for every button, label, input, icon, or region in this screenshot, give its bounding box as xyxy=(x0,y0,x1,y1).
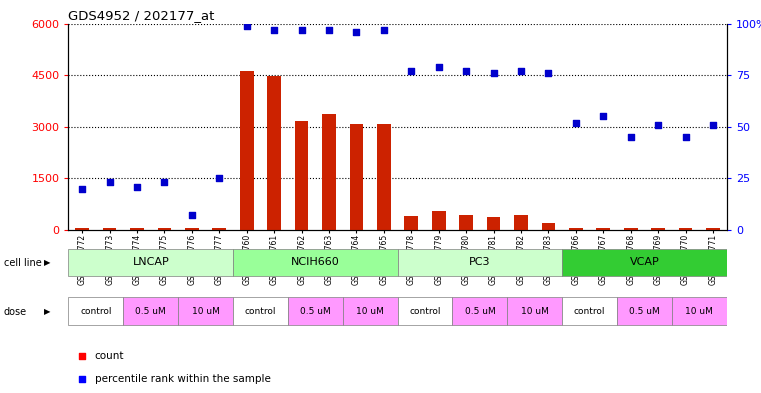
Bar xyxy=(123,298,178,325)
Point xyxy=(652,121,664,128)
Point xyxy=(75,353,88,359)
Point xyxy=(543,70,555,76)
Point xyxy=(75,376,88,382)
Bar xyxy=(349,124,363,230)
Bar xyxy=(178,298,233,325)
Text: ▶: ▶ xyxy=(44,307,51,316)
Bar xyxy=(617,298,672,325)
Point xyxy=(295,27,307,33)
Point xyxy=(515,68,527,74)
Bar xyxy=(453,298,508,325)
Text: PC3: PC3 xyxy=(469,257,491,267)
Point xyxy=(570,119,582,126)
Bar xyxy=(185,228,199,230)
Point xyxy=(186,212,198,219)
Point xyxy=(460,68,473,74)
Bar xyxy=(651,228,665,230)
Bar xyxy=(233,249,397,275)
Bar xyxy=(397,249,562,275)
Bar xyxy=(240,71,253,230)
Text: 10 uM: 10 uM xyxy=(686,307,713,316)
Bar xyxy=(562,298,617,325)
Point xyxy=(213,175,225,182)
Bar xyxy=(212,228,226,230)
Text: control: control xyxy=(80,307,112,316)
Bar xyxy=(75,228,89,230)
Bar xyxy=(267,76,281,230)
Bar xyxy=(295,121,308,230)
Text: percentile rank within the sample: percentile rank within the sample xyxy=(95,374,271,384)
Text: 0.5 uM: 0.5 uM xyxy=(629,307,660,316)
Point xyxy=(433,64,445,70)
Point xyxy=(76,185,88,192)
Point xyxy=(488,70,500,76)
Point xyxy=(597,113,610,119)
Bar xyxy=(397,298,453,325)
Point xyxy=(625,134,637,140)
Point xyxy=(240,22,253,29)
Bar xyxy=(597,228,610,230)
Point xyxy=(103,179,116,185)
Point xyxy=(377,27,390,33)
Text: 10 uM: 10 uM xyxy=(356,307,384,316)
Bar xyxy=(342,298,397,325)
Bar xyxy=(624,228,638,230)
Bar xyxy=(432,211,446,230)
Text: control: control xyxy=(245,307,276,316)
Bar xyxy=(562,249,727,275)
Bar xyxy=(542,223,556,230)
Text: VCAP: VCAP xyxy=(629,257,659,267)
Text: 10 uM: 10 uM xyxy=(192,307,220,316)
Text: 10 uM: 10 uM xyxy=(521,307,549,316)
Point xyxy=(323,27,335,33)
Text: NCIH660: NCIH660 xyxy=(291,257,339,267)
Bar xyxy=(487,217,501,230)
Point xyxy=(680,134,692,140)
Bar xyxy=(514,215,528,230)
Bar xyxy=(460,215,473,230)
Text: 0.5 uM: 0.5 uM xyxy=(135,307,166,316)
Bar xyxy=(288,298,342,325)
Text: control: control xyxy=(574,307,605,316)
Text: ▶: ▶ xyxy=(44,258,51,267)
Text: control: control xyxy=(409,307,441,316)
Bar xyxy=(130,228,144,230)
Bar xyxy=(68,249,233,275)
Text: LNCAP: LNCAP xyxy=(132,257,169,267)
Bar xyxy=(377,124,390,230)
Bar xyxy=(569,228,583,230)
Text: 0.5 uM: 0.5 uM xyxy=(300,307,331,316)
Bar xyxy=(158,228,171,230)
Point xyxy=(131,184,143,190)
Point xyxy=(707,121,719,128)
Text: 0.5 uM: 0.5 uM xyxy=(464,307,495,316)
Bar xyxy=(672,298,727,325)
Text: dose: dose xyxy=(4,307,27,317)
Bar xyxy=(322,114,336,230)
Point xyxy=(406,68,418,74)
Bar xyxy=(68,298,123,325)
Bar xyxy=(103,228,116,230)
Bar xyxy=(233,298,288,325)
Text: cell line: cell line xyxy=(4,257,42,268)
Point xyxy=(158,179,170,185)
Bar xyxy=(679,228,693,230)
Bar xyxy=(405,216,419,230)
Text: GDS4952 / 202177_at: GDS4952 / 202177_at xyxy=(68,9,215,22)
Text: count: count xyxy=(95,351,124,361)
Point xyxy=(268,27,280,33)
Bar xyxy=(508,298,562,325)
Bar xyxy=(706,228,720,230)
Point xyxy=(350,29,362,35)
